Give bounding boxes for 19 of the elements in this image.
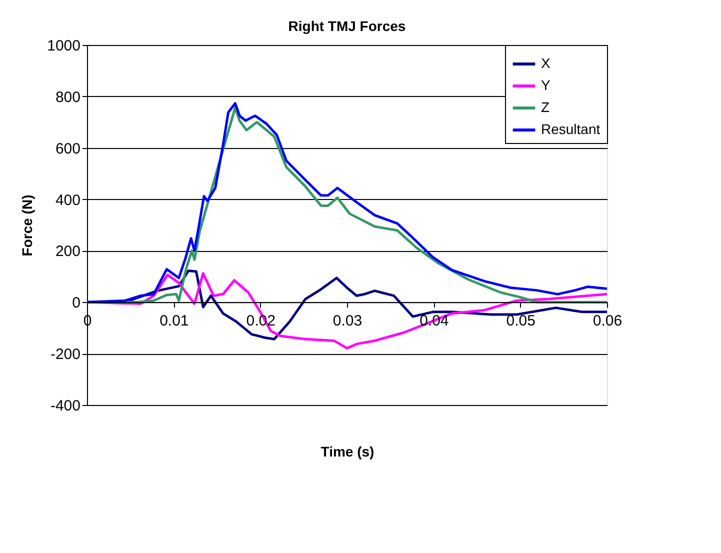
y-axis-title: Force (N)	[19, 194, 36, 256]
x-tick-label: 0.03	[332, 312, 362, 330]
y-tick-label: 1000	[47, 38, 80, 54]
y-tick-label: -200	[50, 346, 80, 364]
y-tick-label: 400	[55, 192, 80, 209]
y-tick-label: 800	[55, 88, 80, 106]
y-tick-label: 600	[55, 140, 80, 158]
legend-label: X	[541, 55, 551, 71]
x-tick-label: 0.01	[160, 312, 189, 330]
x-tick-label: 0.06	[592, 312, 622, 330]
chart-title: Right TMJ Forces	[288, 18, 406, 34]
legend-label: Resultant	[541, 121, 600, 137]
x-axis-title: Time (s)	[320, 444, 374, 460]
legend-label: Y	[541, 77, 551, 93]
y-tick-label: -400	[50, 398, 80, 414]
legend-label: Z	[541, 99, 550, 115]
y-tick-label: 0	[72, 294, 80, 312]
y-tick-label: 200	[55, 243, 80, 260]
x-tick-label: 0.05	[506, 312, 536, 330]
